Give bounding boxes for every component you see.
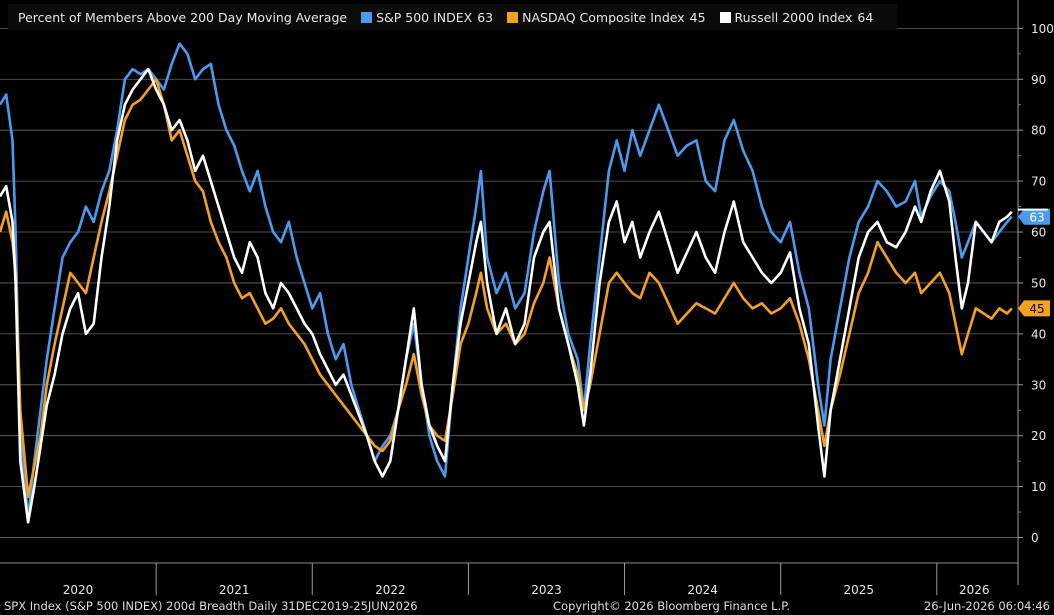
x-tick-label-2025: 2025 — [843, 583, 874, 597]
y-tick-label-60: 60 — [1031, 226, 1046, 240]
last-value-tags: 63 45 — [1018, 208, 1050, 317]
legend-swatch-russell — [719, 11, 731, 23]
y-tick-label-30: 30 — [1031, 378, 1046, 392]
legend-label-sp500: S&P 500 INDEX — [376, 9, 473, 25]
legend-item-nasdaq: NASDAQ Composite Index 45 — [507, 9, 706, 25]
y-axis: 0 10 20 30 40 50 60 70 80 90 100 — [1017, 0, 1054, 585]
legend-value-sp500: 63 — [477, 9, 494, 25]
chart-title: Percent of Members Above 200 Day Moving … — [18, 9, 348, 25]
y-tick-label-50: 50 — [1031, 276, 1046, 290]
legend-value-nasdaq: 45 — [689, 9, 706, 25]
y-tick-label-90: 90 — [1031, 73, 1046, 87]
y-tick-label-80: 80 — [1031, 124, 1046, 138]
x-tick-label-2022: 2022 — [375, 583, 406, 597]
chart-legend: Percent of Members Above 200 Day Moving … — [8, 4, 898, 30]
series-line-nasdaq — [0, 78, 1013, 499]
footer-copyright: Copyright© 2026 Bloomberg Finance L.P. — [553, 599, 790, 613]
y-tick-label-100: 100 — [1031, 22, 1054, 36]
legend-value-russell: 64 — [857, 9, 874, 25]
x-tick-label-2026: 2026 — [959, 583, 990, 597]
series-line-sp500 — [0, 42, 1013, 519]
last-value-label-sp500: 63 — [1029, 210, 1044, 224]
last-value-tag-sp500 — [1018, 208, 1050, 225]
legend-label-russell: Russell 2000 Index — [734, 9, 853, 25]
x-tick-label-2020: 2020 — [63, 583, 94, 597]
y-tick-label-40: 40 — [1031, 327, 1046, 341]
footer-timestamp: 26-Jun-2026 06:04:46 — [923, 599, 1050, 613]
y-tick-label-20: 20 — [1031, 429, 1046, 443]
chart-footer: SPX Index (S&P 500 INDEX) 200d Breadth D… — [0, 597, 1054, 615]
series-line-russell — [0, 67, 1013, 524]
y-tick-label-0: 0 — [1031, 531, 1039, 545]
y-tick-label-70: 70 — [1031, 175, 1046, 189]
last-value-label-nasdaq: 45 — [1029, 302, 1044, 316]
series-lines — [0, 42, 1013, 524]
footer-source: SPX Index (S&P 500 INDEX) 200d Breadth D… — [4, 599, 418, 613]
legend-item-russell: Russell 2000 Index 64 — [719, 9, 874, 25]
x-tick-label-2021: 2021 — [219, 583, 250, 597]
last-value-tag-nasdaq — [1018, 300, 1050, 317]
x-tick-label-2024: 2024 — [687, 583, 718, 597]
x-axis: 2020 2021 2022 2023 2024 2025 2026 — [0, 562, 1018, 597]
legend-swatch-nasdaq — [507, 11, 519, 23]
y-tick-label-10: 10 — [1031, 480, 1046, 494]
legend-label-nasdaq: NASDAQ Composite Index — [522, 9, 685, 25]
legend-swatch-sp500 — [361, 11, 373, 23]
legend-item-sp500: S&P 500 INDEX 63 — [361, 10, 493, 25]
x-tick-label-2023: 2023 — [531, 583, 562, 597]
